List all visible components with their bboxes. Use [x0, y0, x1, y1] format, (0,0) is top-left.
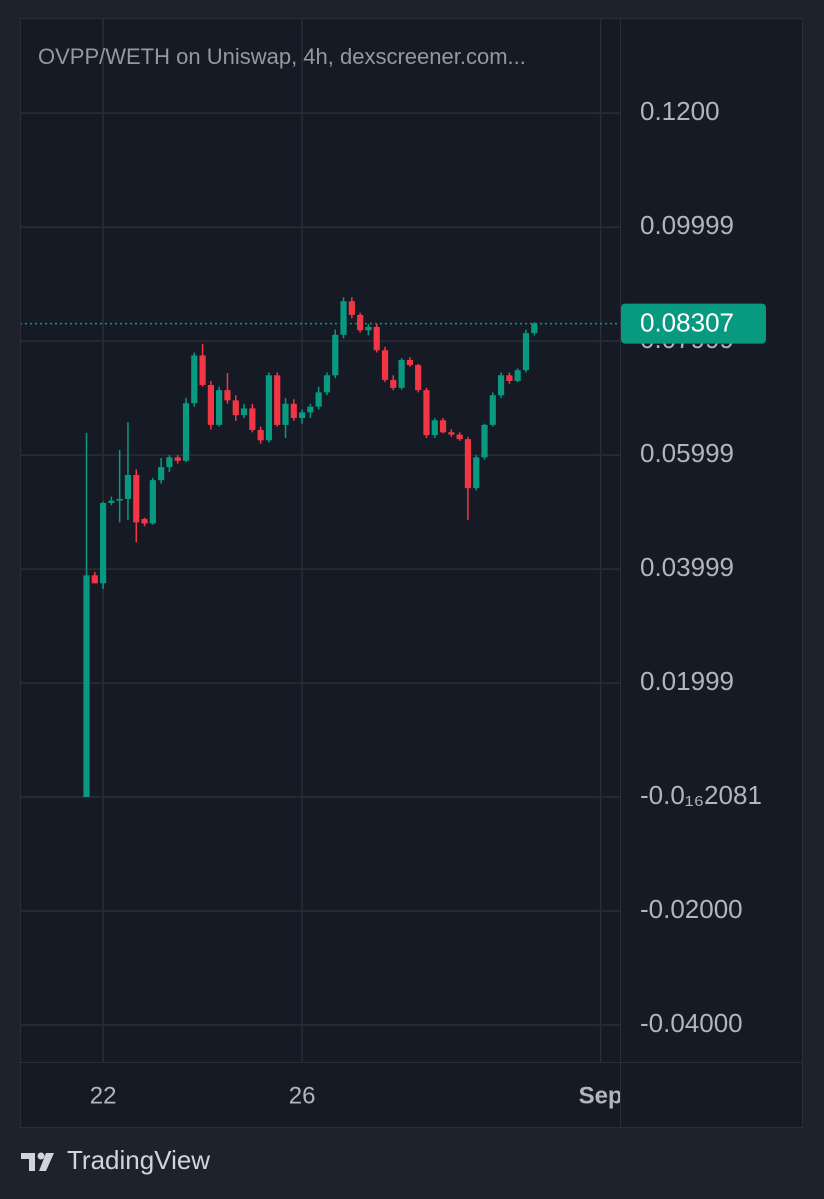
candle-body — [207, 384, 214, 425]
y-tick-label: 0.1200 — [640, 96, 720, 126]
candle-body — [464, 439, 472, 489]
x-tick-label: 22 — [90, 1082, 117, 1109]
candle-body — [274, 375, 281, 425]
candle-body — [265, 375, 273, 441]
y-tick-label: 0.09999 — [640, 210, 734, 240]
x-tick-label: 26 — [289, 1082, 316, 1109]
candle-body — [415, 365, 422, 391]
candle-body — [199, 355, 206, 385]
time-axis: 22 26 Sep — [90, 1082, 623, 1109]
candle-body — [298, 412, 306, 419]
candle-body — [240, 408, 248, 416]
candle-body — [522, 333, 530, 371]
candle-body — [224, 390, 231, 401]
candle-body — [91, 575, 98, 584]
candle-body — [497, 375, 505, 396]
chart-panel — [20, 18, 803, 1128]
candle-body — [124, 475, 132, 499]
candle-body — [149, 480, 156, 524]
candle-body — [182, 403, 190, 461]
candle-body — [158, 467, 165, 481]
candle-body — [257, 430, 264, 441]
plot — [21, 297, 620, 798]
candle-body — [373, 326, 380, 351]
y-tick-label: -0.04000 — [640, 1008, 743, 1038]
candle-body — [332, 334, 339, 376]
candle-body — [108, 500, 115, 503]
candle-body — [531, 323, 538, 334]
candle-body — [307, 406, 314, 413]
candle-body — [116, 498, 123, 501]
candle-body — [340, 301, 347, 335]
candle-body — [141, 518, 148, 524]
candle-body — [348, 301, 355, 315]
x-tick-label: Sep — [579, 1082, 623, 1109]
candle-body — [191, 355, 198, 404]
candle-body — [439, 420, 447, 433]
candle-body — [357, 314, 364, 331]
candle-body — [431, 420, 438, 436]
y-tick-label: -0.0₁₆2081 — [640, 780, 762, 810]
candle-body — [323, 375, 331, 393]
candle-body — [406, 359, 413, 366]
y-tick-label: 0.01999 — [640, 666, 734, 696]
candle-body — [448, 432, 455, 435]
candle-body — [249, 408, 256, 431]
chart-title: OVPP/WETH on Uniswap, 4h, dexscreener.co… — [38, 44, 526, 69]
candle-body — [174, 457, 181, 461]
candle-body — [489, 395, 496, 425]
y-tick-label: -0.02000 — [640, 894, 743, 924]
y-tick-label: 0.05999 — [640, 438, 734, 468]
candle-body — [390, 379, 397, 388]
tradingview-logo — [21, 1152, 54, 1171]
candle-body — [381, 350, 389, 380]
candle-body — [216, 390, 223, 425]
candle-body — [481, 424, 488, 458]
candle-body — [133, 475, 140, 523]
candle-body — [232, 400, 239, 416]
candle-body — [506, 375, 513, 382]
candle-body — [315, 392, 322, 407]
candle-body — [290, 403, 297, 419]
candle-body — [398, 359, 405, 388]
brand-label: TradingView — [67, 1145, 210, 1175]
candle-body — [423, 390, 430, 436]
candle-body — [473, 457, 480, 489]
candle-body — [99, 502, 107, 584]
last-price-badge — [621, 303, 766, 344]
candle-body — [166, 457, 173, 468]
candle-body — [365, 326, 372, 331]
last-price-label: 0.08307 — [640, 307, 734, 337]
candle-body — [83, 575, 90, 798]
candle-body — [514, 370, 521, 382]
price-axis: 0.12000.099990.079990.059990.039990.0199… — [640, 96, 762, 1038]
candle-body — [282, 403, 289, 425]
y-tick-label: 0.03999 — [640, 552, 734, 582]
candle-body — [456, 434, 463, 440]
